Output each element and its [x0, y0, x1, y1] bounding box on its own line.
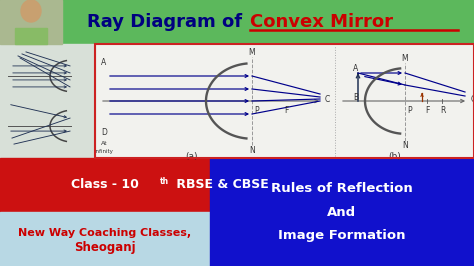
Bar: [210, 158, 474, 266]
Text: F: F: [284, 106, 288, 115]
Text: At: At: [100, 141, 107, 146]
Text: Rules of Reflection: Rules of Reflection: [271, 182, 413, 195]
Bar: [0, 0, 474, 44]
Text: And: And: [328, 206, 356, 218]
Text: (a): (a): [186, 152, 198, 161]
Bar: [95, 44, 474, 158]
Text: F: F: [425, 106, 429, 115]
Text: A: A: [353, 64, 358, 73]
Text: RBSE & CBSE: RBSE & CBSE: [172, 178, 269, 192]
Text: R: R: [440, 106, 446, 115]
Text: P: P: [254, 106, 259, 115]
Text: Sheoganj: Sheoganj: [74, 240, 136, 253]
Text: Convex Mirror: Convex Mirror: [250, 13, 393, 31]
Bar: [0, 212, 210, 266]
Text: M: M: [249, 48, 255, 57]
Bar: [0, 44, 95, 158]
Text: Image Formation: Image Formation: [278, 229, 406, 242]
Bar: [0, 158, 210, 212]
Text: th: th: [160, 177, 169, 185]
Text: B: B: [353, 93, 358, 102]
Text: N: N: [402, 141, 408, 150]
Text: (b): (b): [389, 152, 401, 161]
Ellipse shape: [21, 0, 41, 22]
Text: M: M: [401, 54, 408, 63]
Text: infinity: infinity: [94, 149, 113, 154]
Bar: [15, 28, 47, 44]
Text: N: N: [249, 146, 255, 155]
Text: P: P: [407, 106, 411, 115]
Text: New Way Coaching Classes,: New Way Coaching Classes,: [18, 228, 191, 238]
Bar: [0, 0, 62, 44]
Text: Class - 10: Class - 10: [71, 178, 139, 192]
Bar: [95, 44, 474, 158]
Text: D: D: [101, 128, 107, 137]
Text: A: A: [101, 58, 107, 67]
Text: C: C: [325, 95, 330, 105]
Text: C: C: [471, 95, 474, 105]
Text: Ray Diagram of: Ray Diagram of: [87, 13, 248, 31]
